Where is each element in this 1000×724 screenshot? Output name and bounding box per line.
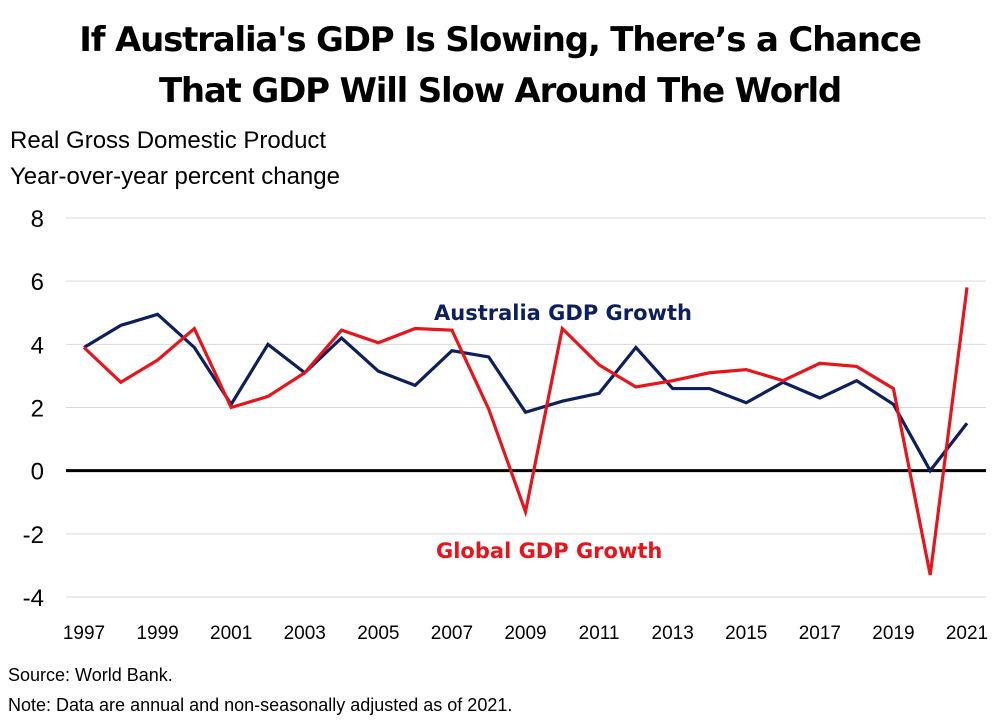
x-tick-label: 1999 xyxy=(136,623,178,644)
source-note: Source: World Bank. xyxy=(8,665,173,685)
x-tick-label: 2011 xyxy=(579,623,620,644)
y-tick-label: -4 xyxy=(23,585,44,612)
y-tick-label: 8 xyxy=(31,206,44,233)
x-tick-label: 2003 xyxy=(284,623,326,644)
y-tick-label: 0 xyxy=(31,459,44,486)
chart-subtitle-unit: Year-over-year percent change xyxy=(10,163,340,190)
x-tick-label: 2015 xyxy=(725,623,767,644)
x-tick-label: 2007 xyxy=(431,623,473,644)
x-tick-label: 2019 xyxy=(872,623,914,644)
y-tick-label: 6 xyxy=(31,269,44,296)
y-tick-label: -2 xyxy=(23,522,44,549)
series-label-global: Global GDP Growth xyxy=(436,539,662,563)
x-tick-label: 2021 xyxy=(946,623,988,644)
gridlines xyxy=(66,217,986,598)
y-tick-label: 4 xyxy=(31,332,44,359)
chart-title-line-1: If Australia's GDP Is Slowing, There’s a… xyxy=(79,20,922,60)
x-tick-label: 2009 xyxy=(504,623,546,644)
x-tick-label: 2017 xyxy=(799,623,841,644)
series-lines xyxy=(82,287,969,576)
x-tick-label: 2001 xyxy=(210,623,252,644)
x-axis-ticks: 1997 1999 2001 2003 2005 2007 2009 2011 2013 2015… xyxy=(63,623,988,644)
series-label-australia: Australia GDP Growth xyxy=(434,301,692,325)
y-tick-label: 2 xyxy=(31,396,44,423)
x-tick-label: 2013 xyxy=(652,623,694,644)
x-tick-label: 1997 xyxy=(63,623,105,644)
chart-subtitle-measure: Real Gross Domestic Product xyxy=(10,127,327,154)
chart-title-line-2: That GDP Will Slow Around The World xyxy=(158,71,842,111)
series-line-australia xyxy=(83,312,969,474)
x-tick-label: 2005 xyxy=(357,623,399,644)
y-axis-ticks: 8 6 4 2 0 -2 -4 xyxy=(23,206,44,612)
series-line-global xyxy=(82,287,969,576)
data-note: Note: Data are annual and non-seasonally… xyxy=(8,695,513,715)
